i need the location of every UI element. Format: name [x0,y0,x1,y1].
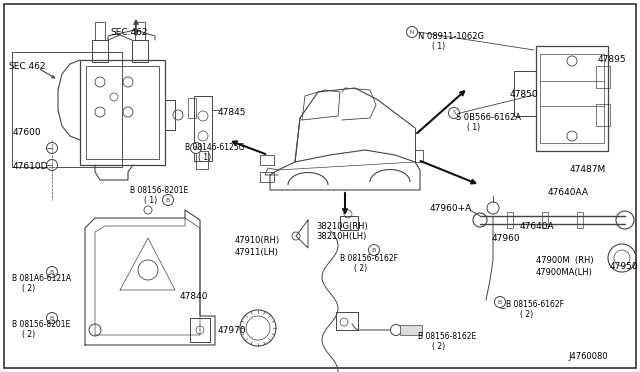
Circle shape [47,160,58,170]
Circle shape [473,213,487,227]
Bar [542,212,548,228]
Text: B 08156-8201E: B 08156-8201E [12,320,70,329]
Text: B 08156-6162F: B 08156-6162F [340,254,398,263]
Circle shape [616,211,634,229]
Text: 47640AA: 47640AA [548,188,589,197]
Text: ( 1): ( 1) [432,42,445,51]
Text: B 08156-6162F: B 08156-6162F [506,300,564,309]
Bar [596,104,610,126]
Circle shape [487,202,499,214]
Bar [135,22,145,40]
Text: ( 2): ( 2) [354,264,367,273]
Text: 38210H(LH): 38210H(LH) [316,232,366,241]
Bar [12,52,122,167]
Bar [336,312,358,330]
Text: 47970: 47970 [218,326,246,335]
Circle shape [369,244,380,256]
Circle shape [567,131,577,141]
Text: ( 1): ( 1) [198,153,211,162]
Text: 47600: 47600 [13,128,42,137]
Text: B: B [194,145,198,151]
Bar [194,96,212,161]
Bar [260,155,274,165]
Text: SEC.462: SEC.462 [8,62,45,71]
Bar [507,212,513,228]
Text: 47911(LH): 47911(LH) [235,248,279,257]
Text: ( 2): ( 2) [22,284,35,293]
Text: 47895: 47895 [598,55,627,64]
Circle shape [191,142,202,154]
Bar [415,150,423,162]
Circle shape [390,324,401,336]
Text: 47900M  (RH): 47900M (RH) [536,256,594,265]
Text: B 08156-8201E: B 08156-8201E [130,186,188,195]
Text: J4760080: J4760080 [568,352,607,361]
Bar [95,22,105,40]
Bar [86,66,159,159]
Text: ( 1): ( 1) [144,196,157,205]
Bar [596,66,610,88]
Bar [400,325,422,335]
Text: ( 2): ( 2) [520,310,533,319]
Text: 47487M: 47487M [570,165,606,174]
Circle shape [47,142,58,154]
Bar [80,60,165,165]
Text: N 08911-1062G: N 08911-1062G [418,32,484,41]
Text: 47845: 47845 [218,108,246,117]
Text: N: N [410,29,414,35]
Text: S 0B566-6162A: S 0B566-6162A [456,113,521,122]
Circle shape [449,108,460,119]
Text: 47950: 47950 [610,262,639,271]
Text: SEC.462: SEC.462 [110,28,147,37]
Bar [540,54,604,143]
Circle shape [47,312,58,324]
Bar [536,46,608,151]
Text: B: B [166,198,170,202]
Bar [188,98,196,118]
Text: ( 2): ( 2) [22,330,35,339]
Text: 47640A: 47640A [520,222,555,231]
Text: B: B [50,315,54,321]
Bar [260,172,274,182]
Text: 38210G(RH): 38210G(RH) [316,222,368,231]
Text: B 08156-8162E: B 08156-8162E [418,332,476,341]
Text: B 081A6-6121A: B 081A6-6121A [12,274,71,283]
Text: 47840: 47840 [180,292,209,301]
Bar [340,216,358,230]
Bar [92,40,108,62]
Text: B: B [498,299,502,305]
Circle shape [567,56,577,66]
Circle shape [495,296,506,308]
Text: 47960+A: 47960+A [430,204,472,213]
Circle shape [163,195,173,205]
Text: 47610D: 47610D [13,162,49,171]
Text: S: S [452,110,456,115]
Text: ( 2): ( 2) [432,342,445,351]
Text: B: B [372,247,376,253]
Text: 47850: 47850 [510,90,539,99]
Bar [514,71,536,116]
Text: ( 1): ( 1) [467,123,480,132]
Bar [196,151,208,169]
Text: 47910(RH): 47910(RH) [235,236,280,245]
Text: B 08146-6125G: B 08146-6125G [185,143,244,152]
Bar [132,40,148,62]
Text: B: B [50,269,54,275]
Circle shape [406,26,417,38]
Circle shape [47,266,58,278]
Text: 47900MA(LH): 47900MA(LH) [536,268,593,277]
Bar [190,318,210,342]
Bar [577,212,583,228]
Text: 47960: 47960 [492,234,520,243]
Circle shape [89,324,101,336]
